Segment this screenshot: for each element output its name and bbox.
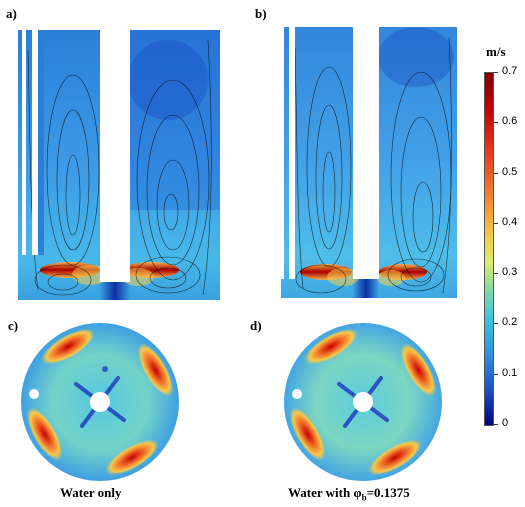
colorbar-tick-label: 0.1 — [502, 366, 518, 379]
panel-label-d: d) — [250, 318, 262, 333]
caption-right-suffix: =0.1375 — [366, 485, 410, 500]
colorbar-tick-mark — [494, 222, 498, 224]
panel-label-c: c) — [8, 318, 19, 333]
colorbar-title: m/s — [486, 44, 506, 59]
colorbar-tick-mark — [494, 424, 498, 425]
colorbar-tick-label: 0.2 — [502, 316, 518, 329]
colorbar-tick-mark — [494, 72, 498, 73]
caption-right-prefix: Water with φ — [288, 485, 362, 500]
panel-c-velocity-slice — [21, 323, 179, 481]
colorbar-tick-label: 0.5 — [502, 165, 518, 178]
panel-label-b: b) — [255, 6, 267, 21]
colorbar-tick-label: 0 — [502, 417, 509, 429]
colorbar-tick-label: 0.3 — [502, 266, 518, 279]
colorbar-tick-mark — [494, 172, 498, 174]
colorbar-tick-mark — [494, 273, 498, 275]
colorbar-tick-mark — [494, 373, 498, 375]
colorbar-tick-label: 0.7 — [502, 65, 518, 77]
caption-water-with-particles: Water with φb=0.1375 — [288, 485, 410, 503]
colorbar-tick-label: 0.4 — [502, 215, 518, 228]
panel-label-a: a) — [6, 6, 17, 21]
panel-a-velocity-section — [18, 30, 220, 300]
colorbar-tick-mark — [494, 122, 498, 124]
colorbar-tick-mark — [494, 323, 498, 325]
panel-d-velocity-slice — [284, 323, 442, 481]
caption-water-only: Water only — [60, 485, 122, 500]
colorbar-tick-label: 0.6 — [502, 115, 518, 128]
panel-b-velocity-section — [281, 27, 457, 298]
caption-right-subscript: b — [361, 492, 367, 503]
colorbar — [484, 72, 494, 426]
